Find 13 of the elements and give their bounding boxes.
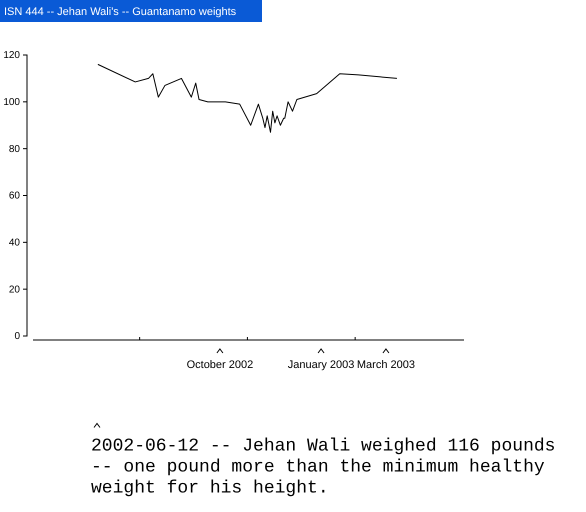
y-tick-label: 80 [8,144,20,155]
x-tick-label: October 2002 [186,359,254,371]
y-tick-label: 100 [3,97,20,108]
text: 2002-06-12 -- Jehan Wali weighed 116 pounds -- one pound more than the minimum healthy weight for his height. [91,436,556,498]
x-tick-label: January 2003 [288,359,354,371]
y-tick-label: 20 [8,284,20,296]
y-tick-label: 60 [8,190,20,202]
chart-title: ISN 444 -- Jehan Wali's -- Guantanamo weights [4,6,237,18]
y-tick-label: 120 [3,50,20,62]
y-tick-label: 40 [8,238,20,249]
y-tick-label: 0 [14,331,20,342]
line-series [97,64,398,133]
x-tick-label: March 2003 [356,359,415,371]
